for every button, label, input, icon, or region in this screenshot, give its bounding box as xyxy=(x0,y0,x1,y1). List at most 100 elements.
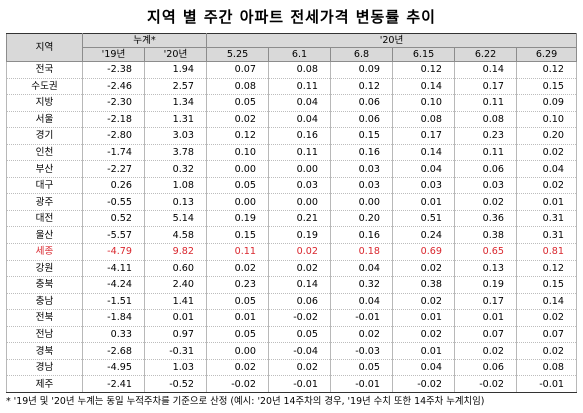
value-cell: -5.57 xyxy=(82,226,145,245)
value-cell: 0.01 xyxy=(454,309,518,327)
value-cell: 0.19 xyxy=(454,276,518,294)
value-cell: 0.03 xyxy=(268,177,332,195)
value-cell: 0.17 xyxy=(454,293,518,311)
value-cell: 0.07 xyxy=(454,326,518,344)
value-cell: 0.12 xyxy=(330,78,394,96)
value-cell: -0.02 xyxy=(454,375,518,393)
table-row: 충남 -1.51 1.41 0.05 0.06 0.04 0.02 0.17 0.14 xyxy=(6,293,578,311)
value-cell: 0.36 xyxy=(454,210,518,228)
value-cell: 0.02 xyxy=(206,111,270,129)
region-cell: 울산 xyxy=(6,226,83,245)
value-cell: 0.08 xyxy=(206,78,270,96)
value-cell: 0.21 xyxy=(268,210,332,228)
value-cell: 0.23 xyxy=(454,127,518,145)
header-year-2020: '20년 xyxy=(206,33,578,48)
table-row: 울산 -5.57 4.58 0.15 0.19 0.16 0.24 0.38 0.31 xyxy=(6,226,578,245)
region-cell: 전북 xyxy=(6,309,83,327)
table-row: 대구 0.26 1.08 0.05 0.03 0.03 0.03 0.03 0.02 xyxy=(6,177,578,195)
value-cell: 0.01 xyxy=(392,193,456,211)
value-cell: 0.31 xyxy=(516,210,578,228)
value-cell: 0.02 xyxy=(454,342,518,360)
value-cell: 0.08 xyxy=(392,111,456,129)
value-cell: 0.11 xyxy=(454,144,518,162)
value-cell: 0.52 xyxy=(82,210,145,228)
value-cell: 0.14 xyxy=(392,144,456,162)
table-row: 서울 -2.18 1.31 0.02 0.04 0.06 0.08 0.08 0.10 xyxy=(6,111,578,129)
value-cell: 0.02 xyxy=(392,260,456,278)
header-sub: 6.29 xyxy=(516,47,578,62)
header-sub: 5.25 xyxy=(206,47,270,62)
value-cell: 0.06 xyxy=(330,111,394,129)
value-cell: 0.17 xyxy=(454,78,518,96)
region-cell: 인천 xyxy=(6,144,83,162)
value-cell: 0.09 xyxy=(330,61,394,79)
region-cell: 전국 xyxy=(6,61,83,79)
value-cell: 0.11 xyxy=(454,94,518,112)
value-cell: -2.46 xyxy=(82,78,145,96)
header-cumulative: 누계* xyxy=(81,33,208,48)
region-cell: 광주 xyxy=(6,193,83,211)
value-cell: 0.13 xyxy=(143,193,208,211)
value-cell: -2.80 xyxy=(82,127,145,145)
value-cell: 0.05 xyxy=(206,177,270,195)
value-cell: 0.04 xyxy=(392,160,456,178)
value-cell: 0.33 xyxy=(82,326,145,344)
value-cell: 5.14 xyxy=(143,210,208,228)
value-cell: 0.04 xyxy=(268,94,332,112)
value-cell: -4.95 xyxy=(82,359,145,377)
table-row: 충북 -4.24 2.40 0.23 0.14 0.32 0.38 0.19 0.15 xyxy=(6,276,578,294)
value-cell: 0.14 xyxy=(392,78,456,96)
region-cell: 세종 xyxy=(6,243,83,261)
value-cell: 0.01 xyxy=(143,309,208,327)
value-cell: 0.02 xyxy=(206,359,270,377)
value-cell: 0.38 xyxy=(454,226,518,245)
value-cell: 0.01 xyxy=(206,309,270,327)
value-cell: 0.10 xyxy=(206,144,270,162)
value-cell: 0.05 xyxy=(330,359,394,377)
value-cell: 0.15 xyxy=(516,276,578,294)
value-cell: -0.04 xyxy=(268,342,332,360)
value-cell: 0.32 xyxy=(330,276,394,294)
value-cell: 0.02 xyxy=(392,326,456,344)
value-cell: 0.02 xyxy=(516,177,578,195)
value-cell: 0.03 xyxy=(454,177,518,195)
value-cell: 0.00 xyxy=(206,193,270,211)
value-cell: 0.19 xyxy=(206,210,270,228)
region-cell: 강원 xyxy=(6,260,83,278)
value-cell: 0.14 xyxy=(454,61,518,79)
table-row: 경남 -4.95 1.03 0.02 0.02 0.05 0.04 0.06 0.08 xyxy=(6,359,578,377)
value-cell: 0.02 xyxy=(268,243,332,261)
value-cell: 0.05 xyxy=(206,94,270,112)
table-row: 부산 -2.27 0.32 0.00 0.00 0.03 0.04 0.06 0.04 xyxy=(6,160,578,178)
value-cell: 0.00 xyxy=(330,193,394,211)
value-cell: 0.02 xyxy=(330,326,394,344)
value-cell: -0.02 xyxy=(268,309,332,327)
region-cell: 충남 xyxy=(6,293,83,311)
value-cell: 0.10 xyxy=(516,111,578,129)
value-cell: 0.02 xyxy=(206,260,270,278)
value-cell: 0.04 xyxy=(516,160,578,178)
value-cell: 0.12 xyxy=(206,127,270,145)
value-cell: -0.01 xyxy=(330,375,394,393)
value-cell: 0.01 xyxy=(516,193,578,211)
value-cell: 0.12 xyxy=(516,260,578,278)
header-region: 지역 xyxy=(6,33,83,62)
value-cell: 2.40 xyxy=(143,276,208,294)
value-cell: 0.04 xyxy=(330,260,394,278)
header-sub: 6.15 xyxy=(392,47,456,62)
value-cell: -0.02 xyxy=(206,375,270,393)
value-cell: 0.17 xyxy=(392,127,456,145)
value-cell: 0.00 xyxy=(206,160,270,178)
region-cell: 제주 xyxy=(6,375,83,393)
table-row: 인천 -1.74 3.78 0.10 0.11 0.16 0.14 0.11 0.02 xyxy=(6,144,578,162)
value-cell: -2.68 xyxy=(82,342,145,360)
value-cell: 0.15 xyxy=(516,78,578,96)
value-cell: 0.08 xyxy=(516,359,578,377)
value-cell: 0.12 xyxy=(392,61,456,79)
value-cell: 3.03 xyxy=(143,127,208,145)
value-cell: 0.18 xyxy=(330,243,394,261)
value-cell: 0.14 xyxy=(516,293,578,311)
table-row: 전국 -2.38 1.94 0.07 0.08 0.09 0.12 0.14 0.12 xyxy=(6,61,578,79)
table-row: 대전 0.52 5.14 0.19 0.21 0.20 0.51 0.36 0.31 xyxy=(6,210,578,228)
value-cell: 0.13 xyxy=(454,260,518,278)
